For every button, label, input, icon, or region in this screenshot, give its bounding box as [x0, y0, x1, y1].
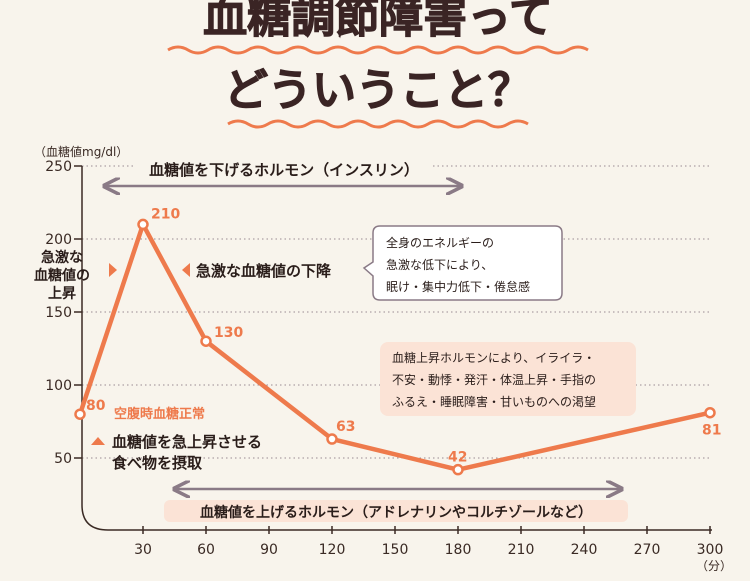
- fasting-normal-label: 空腹時血糖正常: [114, 406, 205, 422]
- note-1-line-3: 眠け・集中力低下・倦怠感: [386, 279, 530, 294]
- rapid-drop-label: 急激な血糖値の下降: [196, 262, 332, 280]
- food-label-2: 食べ物を摂取: [112, 454, 203, 472]
- insulin-arrow-label: 血糖値を下げるホルモン（インスリン）: [149, 161, 419, 179]
- y-tick-label-250: 250: [45, 159, 72, 175]
- x-tick-label-270: 270: [634, 542, 661, 558]
- point-label-60: 130: [214, 325, 243, 341]
- y-axis-label: （血糖値mg/dl）: [34, 144, 128, 159]
- y-tick-label-100: 100: [45, 378, 72, 394]
- note-2-line-2: 不安・動悸・発汗・体温上昇・手指の: [392, 372, 596, 387]
- title-line-2: どういうこと？: [224, 65, 532, 116]
- point-labels: 80 210 130 63 42 81: [86, 206, 721, 465]
- axes: [81, 166, 712, 531]
- x-tick-label-90: 90: [260, 542, 278, 558]
- point-label-0: 80: [86, 398, 106, 414]
- data-point-180: [452, 463, 464, 476]
- x-tick-label-300: 300: [697, 542, 724, 558]
- title-line-1: 血糖調節障害って: [203, 0, 553, 43]
- title-underline-2: [227, 119, 529, 129]
- food-label-1: 血糖値を急上昇させる: [112, 433, 262, 451]
- rapid-rise-label-3: 上昇: [48, 286, 76, 302]
- data-point-30: [137, 218, 149, 231]
- data-point-60: [200, 335, 212, 347]
- point-label-180: 42: [448, 450, 467, 466]
- x-tick-label-60: 60: [197, 542, 215, 558]
- counter-hormone-arrow-label: 血糖値を上げるホルモン（アドレナリンやコルチゾールなど）: [200, 504, 592, 521]
- point-label-300: 81: [702, 423, 721, 439]
- rapid-rise-label-2: 血糖値の: [34, 267, 90, 284]
- x-tick-label-150: 150: [382, 542, 409, 558]
- x-tick-label-120: 120: [319, 542, 346, 558]
- x-tick-label-240: 240: [571, 542, 598, 558]
- food-marker: [91, 437, 105, 445]
- counter-hormone-label-bg: [164, 500, 628, 522]
- note-box-2: [380, 342, 636, 416]
- x-tick-label-180: 180: [445, 542, 472, 558]
- data-point-120: [326, 433, 338, 445]
- insulin-label-bg: [136, 158, 432, 180]
- note-2-line-3: ふるえ・睡眠障害・甘いものへの渇望: [392, 394, 596, 409]
- point-label-30: 210: [151, 206, 180, 222]
- note-1-line-2: 急激な低下により、: [386, 257, 493, 272]
- y-ticks: 50 100 150 200 250: [45, 159, 82, 467]
- rapid-rise-label-1: 急激な: [41, 249, 83, 266]
- rapid-rise-marker: [109, 263, 117, 277]
- x-tick-label-210: 210: [508, 542, 535, 558]
- note-2-line-1: 血糖上昇ホルモンにより、イライラ・: [392, 350, 595, 365]
- x-ticks: 30 60 90 120 150 180 210 240 270 300: [134, 526, 723, 558]
- data-point-0: [74, 408, 86, 420]
- x-axis-unit: （分）: [696, 559, 732, 573]
- point-label-120: 63: [336, 419, 355, 435]
- x-tick-label-30: 30: [134, 542, 152, 558]
- title-underline-1: [167, 45, 589, 55]
- data-point-300: [704, 406, 716, 419]
- series-blood-glucose: [74, 218, 716, 476]
- y-tick-label-50: 50: [54, 451, 72, 467]
- note-1-line-1: 全身のエネルギーの: [386, 235, 494, 250]
- note-box-1: [362, 225, 563, 301]
- y-tick-label-150: 150: [45, 305, 72, 321]
- glucose-line: [77, 222, 713, 472]
- rapid-drop-marker: [182, 263, 190, 277]
- y-tick-label-200: 200: [45, 232, 72, 248]
